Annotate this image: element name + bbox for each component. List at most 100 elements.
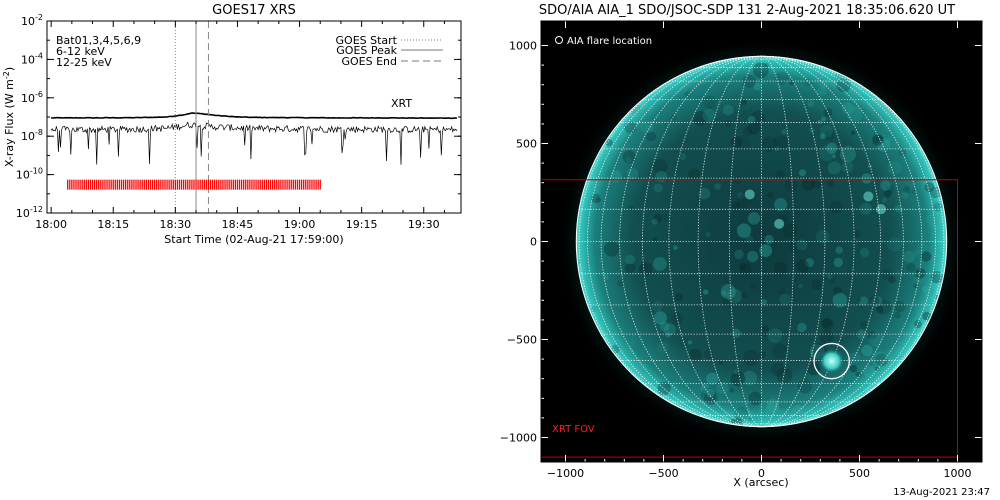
disk-texture-blob (595, 197, 602, 203)
disk-texture-blob (877, 138, 891, 152)
disk-texture-blob (657, 342, 669, 354)
disk-texture-blob (798, 169, 807, 177)
disk-texture-blob (624, 347, 634, 357)
disk-texture-blob (789, 239, 804, 254)
disk-texture-blob (900, 191, 909, 199)
disk-texture-blob (784, 179, 798, 193)
disk-texture-blob (749, 283, 756, 290)
disk-texture-blob (729, 388, 735, 393)
solar-disk-image (540, 37, 966, 458)
disk-texture-blob (679, 153, 687, 160)
legend-goes-peak: GOES Peak (336, 44, 397, 57)
disk-texture-blob (885, 135, 899, 150)
disk-texture-blob (733, 369, 738, 375)
disk-texture-blob (736, 223, 752, 238)
disk-texture-blob (758, 403, 772, 417)
disk-texture-blob (747, 122, 760, 135)
disk-texture-blob (758, 350, 766, 359)
right-x-tick-label: 1000 (944, 467, 972, 480)
disk-texture-blob (856, 297, 862, 303)
disk-texture-blob (858, 296, 869, 306)
longitude-line (642, 55, 762, 428)
disk-texture-blob (653, 183, 663, 193)
x-tick-label: 18:15 (97, 218, 129, 231)
disk-texture-blob (809, 127, 815, 134)
disk-texture-blob (853, 230, 861, 238)
disk-texture-blob (827, 180, 835, 188)
disk-texture-blob (688, 168, 701, 181)
disk-texture-blob (833, 257, 843, 268)
disk-texture-blob (774, 198, 788, 211)
disk-texture-blob (914, 320, 922, 329)
disk-texture-blob (836, 78, 851, 93)
disk-texture-blob (832, 292, 848, 308)
bright-region (863, 191, 874, 202)
disk-texture-blob (924, 287, 935, 297)
disk-texture-blob (931, 274, 941, 283)
right-y-tick-label: 0 (530, 236, 537, 249)
disk-texture-blob (846, 106, 863, 123)
disk-texture-blob (876, 305, 884, 314)
x-tick-label: 18:00 (35, 218, 67, 231)
disk-texture-blob (894, 301, 906, 313)
disk-texture-blob (625, 254, 636, 265)
disk-texture-blob (819, 145, 835, 162)
disk-texture-blob (761, 299, 768, 305)
disk-texture-blob (622, 150, 636, 164)
disk-texture-blob (829, 277, 836, 284)
disk-texture-blob (929, 186, 942, 199)
disk-texture-blob (652, 257, 667, 271)
disk-texture-blob (881, 268, 893, 280)
disk-texture-blob (732, 201, 741, 210)
disk-texture-blob (859, 321, 868, 329)
disk-texture-blob (652, 236, 658, 242)
disk-texture-blob (702, 108, 716, 123)
disk-texture-blob (887, 161, 902, 175)
right-x-tick-label: −1000 (547, 467, 584, 480)
disk-texture-blob (714, 183, 721, 190)
disk-texture-blob (820, 116, 826, 122)
disk-texture-blob (925, 300, 935, 311)
disk-texture-blob (720, 284, 736, 300)
right-y-tick-label: −1000 (500, 432, 537, 445)
disk-texture-blob (863, 365, 878, 380)
disk-texture-blob (817, 119, 822, 124)
disk-texture-blob (913, 283, 918, 289)
disk-texture-blob (630, 340, 636, 345)
disk-texture-blob (703, 289, 709, 295)
xrt-label: XRT (391, 97, 412, 110)
longitude-line (761, 55, 881, 428)
disk-texture-blob (771, 362, 785, 377)
disk-texture-blob (742, 370, 758, 386)
disk-texture-blob (741, 291, 748, 298)
disk-texture-blob (772, 343, 788, 359)
disk-texture-blob (798, 283, 803, 289)
longitude-line (697, 55, 762, 428)
disk-texture-blob (722, 104, 734, 116)
longitude-line (600, 55, 762, 428)
aia-image-panel: SDO/AIA AIA_1 SDO/JSOC-SDP 131 2-Aug-202… (500, 3, 983, 489)
left-y-axis-label: X-ray Flux (W m-2) (2, 67, 16, 167)
right-x-tick-label: −500 (648, 467, 678, 480)
longitude-line (619, 55, 762, 428)
disk-texture-blob (911, 189, 917, 195)
heliographic-grid (576, 55, 947, 428)
disk-texture-blob (670, 312, 684, 325)
channel-label-batteries: Bat01,3,4,5,6,9 (56, 34, 141, 47)
disk-texture-blob (700, 387, 717, 404)
disk-texture-blob (591, 193, 601, 204)
disk-texture-blob (762, 331, 768, 337)
disk-texture-blob (657, 382, 671, 396)
disk-texture-blob (651, 218, 658, 225)
bright-region (876, 204, 887, 215)
disk-texture-blob (872, 134, 884, 146)
disk-texture-blob (762, 325, 769, 332)
disk-texture-blob (730, 136, 743, 148)
disk-texture-blob (721, 290, 727, 296)
bright-region (744, 189, 755, 200)
disk-texture-blob (684, 91, 691, 98)
disk-texture-blob (874, 366, 879, 371)
disk-texture-blob (921, 251, 932, 262)
disk-texture-blob (740, 98, 747, 106)
disk-texture-blob (617, 279, 625, 287)
